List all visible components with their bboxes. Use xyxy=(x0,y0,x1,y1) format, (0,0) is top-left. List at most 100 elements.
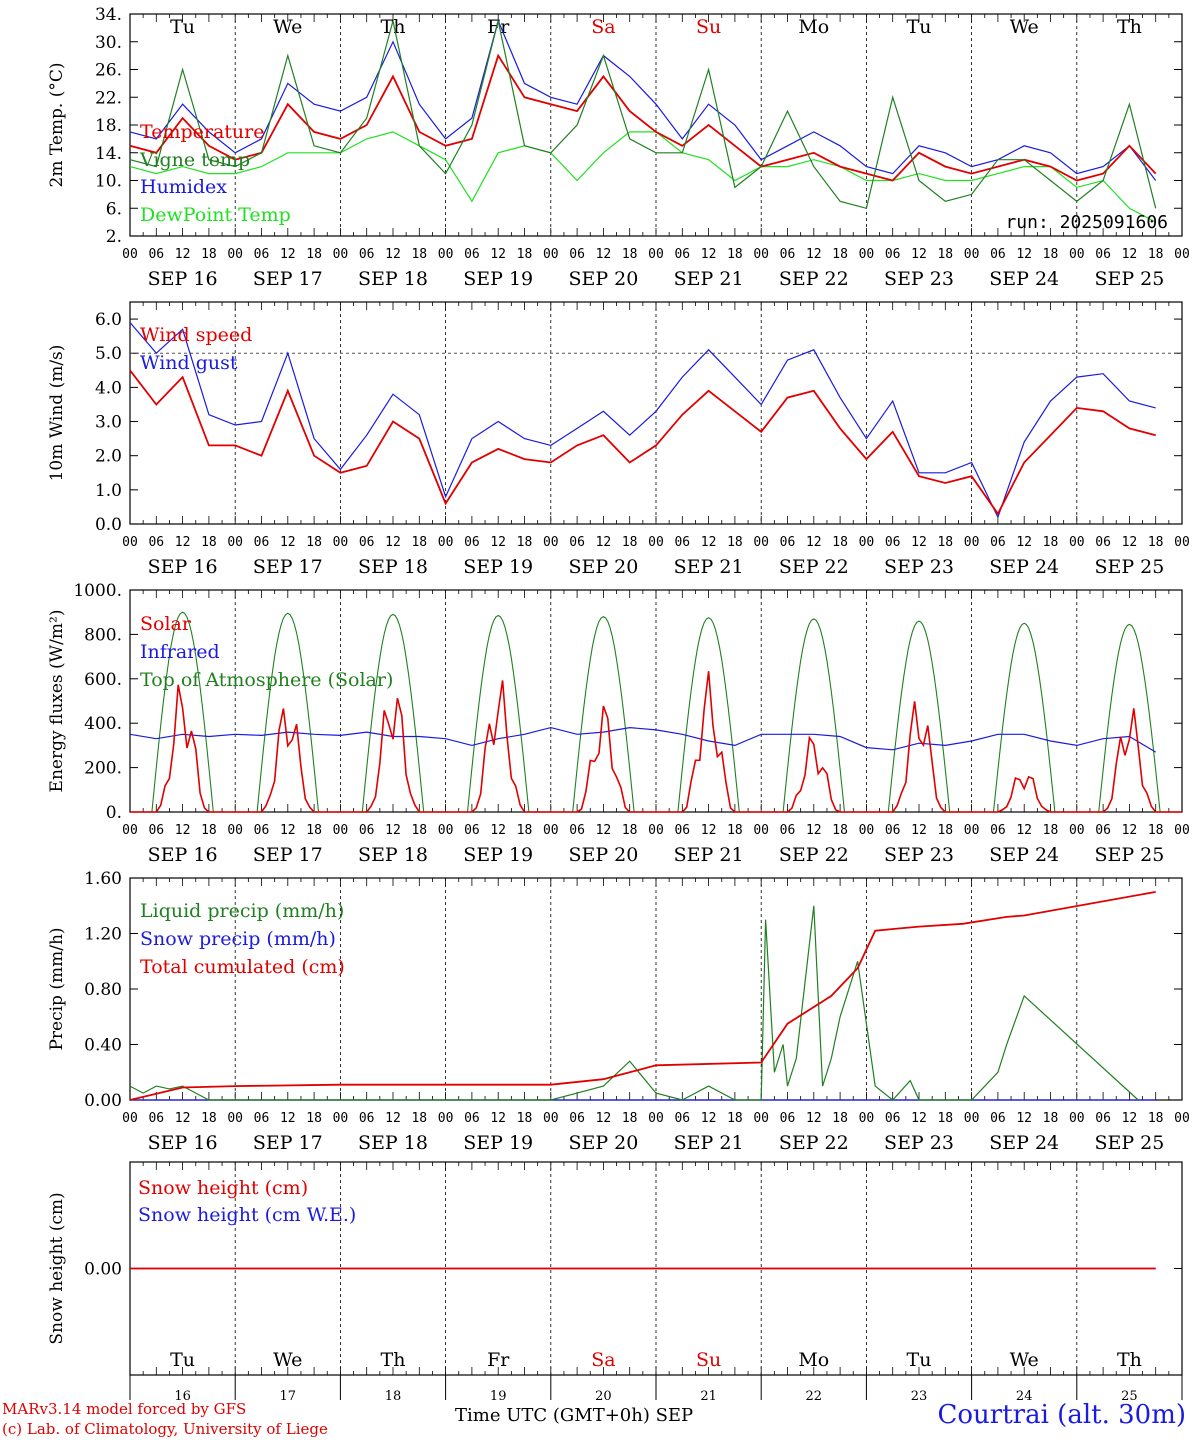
date-label: SEP 17 xyxy=(253,268,323,290)
hour-tick-label: 12 xyxy=(385,823,401,838)
hour-tick-label: 00 xyxy=(122,247,138,262)
hour-tick-label: 12 xyxy=(175,1111,191,1126)
weekday-label: Su xyxy=(696,1349,721,1371)
hour-tick-label: 06 xyxy=(569,247,585,262)
hour-tick-label: 18 xyxy=(306,247,322,262)
hour-tick-label: 06 xyxy=(780,823,796,838)
weekday-label: We xyxy=(273,1349,302,1371)
hour-tick-label: 12 xyxy=(175,247,191,262)
legend-wind-speed: Wind speed xyxy=(140,324,252,346)
hour-tick-label: 00 xyxy=(227,823,243,838)
legend-solar: Solar xyxy=(140,613,192,635)
hour-tick-label: 18 xyxy=(1043,823,1059,838)
weekday-label: We xyxy=(273,16,302,38)
date-label: SEP 19 xyxy=(463,268,533,290)
hour-tick-label: 00 xyxy=(333,1111,349,1126)
weekday-label: Th xyxy=(1117,1349,1142,1371)
hour-tick-label: 12 xyxy=(1122,823,1138,838)
legend-total-cumulated-cm-: Total cumulated (cm) xyxy=(140,956,345,978)
hour-tick-label: 12 xyxy=(385,247,401,262)
hour-tick-label: 06 xyxy=(569,823,585,838)
day-number-label: 16 xyxy=(174,1389,191,1404)
hour-tick-label: 06 xyxy=(359,823,375,838)
hour-tick-label: 18 xyxy=(201,1111,217,1126)
date-label: SEP 24 xyxy=(989,268,1059,290)
hour-tick-label: 12 xyxy=(806,823,822,838)
y-tick-label: 2.0 xyxy=(95,447,122,467)
hour-tick-label: 00 xyxy=(964,535,980,550)
y-tick-label: 0.40 xyxy=(84,1036,122,1056)
legend-top-of-atmosphere-solar-: Top of Atmosphere (Solar) xyxy=(140,669,393,691)
date-label: SEP 16 xyxy=(148,1132,218,1154)
hour-tick-label: 18 xyxy=(411,823,427,838)
hour-tick-label: 18 xyxy=(517,1111,533,1126)
hour-tick-label: 12 xyxy=(701,247,717,262)
series-top-of-atmosphere-solar xyxy=(130,611,1180,813)
hour-tick-label: 00 xyxy=(438,1111,454,1126)
hour-tick-label: 18 xyxy=(727,1111,743,1126)
hour-tick-label: 06 xyxy=(885,247,901,262)
hour-tick-label: 06 xyxy=(1095,247,1111,262)
hour-tick-label: 12 xyxy=(280,1111,296,1126)
hour-tick-label: 00 xyxy=(964,247,980,262)
model-credit: MARv3.14 model forced by GFS xyxy=(2,1400,247,1418)
legend-snow-height-cm-: Snow height (cm) xyxy=(138,1177,308,1199)
weekday-label: Tu xyxy=(170,16,195,38)
hour-tick-label: 06 xyxy=(780,1111,796,1126)
hour-tick-label: 18 xyxy=(201,823,217,838)
hour-tick-label: 18 xyxy=(937,535,953,550)
hour-tick-label: 06 xyxy=(1095,535,1111,550)
weekday-label: Tu xyxy=(907,1349,932,1371)
y-tick-label: 6.0 xyxy=(95,310,122,330)
hour-tick-label: 18 xyxy=(411,1111,427,1126)
date-label: SEP 17 xyxy=(253,844,323,866)
hour-tick-label: 12 xyxy=(701,535,717,550)
date-label: SEP 22 xyxy=(779,844,849,866)
hour-tick-label: 06 xyxy=(254,823,270,838)
hour-tick-label: 00 xyxy=(648,535,664,550)
series-total-cumulated xyxy=(129,891,1156,1101)
hour-tick-label: 00 xyxy=(648,1111,664,1126)
day-number-label: 19 xyxy=(490,1389,507,1404)
legend-snow-height-cm-w-e-: Snow height (cm W.E.) xyxy=(138,1204,356,1226)
date-label: SEP 18 xyxy=(358,844,428,866)
hour-tick-label: 18 xyxy=(727,247,743,262)
hour-tick-label: 12 xyxy=(911,535,927,550)
hour-tick-label: 12 xyxy=(1016,823,1032,838)
hour-tick-label: 18 xyxy=(1148,535,1164,550)
hour-tick-label: 18 xyxy=(517,823,533,838)
hour-tick-label: 06 xyxy=(780,247,796,262)
weekday-label: Sa xyxy=(591,16,615,38)
y-tick-label: 0.80 xyxy=(84,980,122,1000)
hour-tick-label: 18 xyxy=(727,535,743,550)
hour-tick-label: 06 xyxy=(254,1111,270,1126)
hour-tick-label: 18 xyxy=(937,1111,953,1126)
legend-dewpoint-temp: DewPoint Temp xyxy=(140,204,291,226)
series-solar xyxy=(130,671,1182,813)
legend-infrared: Infrared xyxy=(140,641,220,663)
hour-tick-label: 18 xyxy=(832,247,848,262)
hour-tick-label: 00 xyxy=(543,535,559,550)
legend-humidex: Humidex xyxy=(140,176,227,198)
date-label: SEP 22 xyxy=(779,1132,849,1154)
hour-tick-label: 00 xyxy=(1069,823,1085,838)
hour-tick-label: 00 xyxy=(1174,535,1190,550)
weekday-label: We xyxy=(1010,16,1039,38)
hour-tick-label: 06 xyxy=(359,535,375,550)
hour-tick-label: 18 xyxy=(622,1111,638,1126)
hour-tick-label: 12 xyxy=(596,1111,612,1126)
hour-tick-label: 12 xyxy=(175,535,191,550)
hour-tick-label: 18 xyxy=(832,823,848,838)
date-label: SEP 23 xyxy=(884,556,954,578)
date-label: SEP 20 xyxy=(568,268,638,290)
hour-tick-label: 00 xyxy=(648,247,664,262)
hour-tick-label: 06 xyxy=(148,535,164,550)
lab-credit: (c) Lab. of Climatology, University of L… xyxy=(2,1420,328,1438)
hour-tick-label: 00 xyxy=(753,535,769,550)
legend-snow-precip-mm-h-: Snow precip (mm/h) xyxy=(140,928,336,950)
hour-tick-label: 06 xyxy=(674,1111,690,1126)
hour-tick-label: 18 xyxy=(1043,247,1059,262)
day-number-label: 17 xyxy=(280,1389,297,1404)
legend-temperature: Temperature xyxy=(140,121,264,143)
hour-tick-label: 18 xyxy=(1043,535,1059,550)
